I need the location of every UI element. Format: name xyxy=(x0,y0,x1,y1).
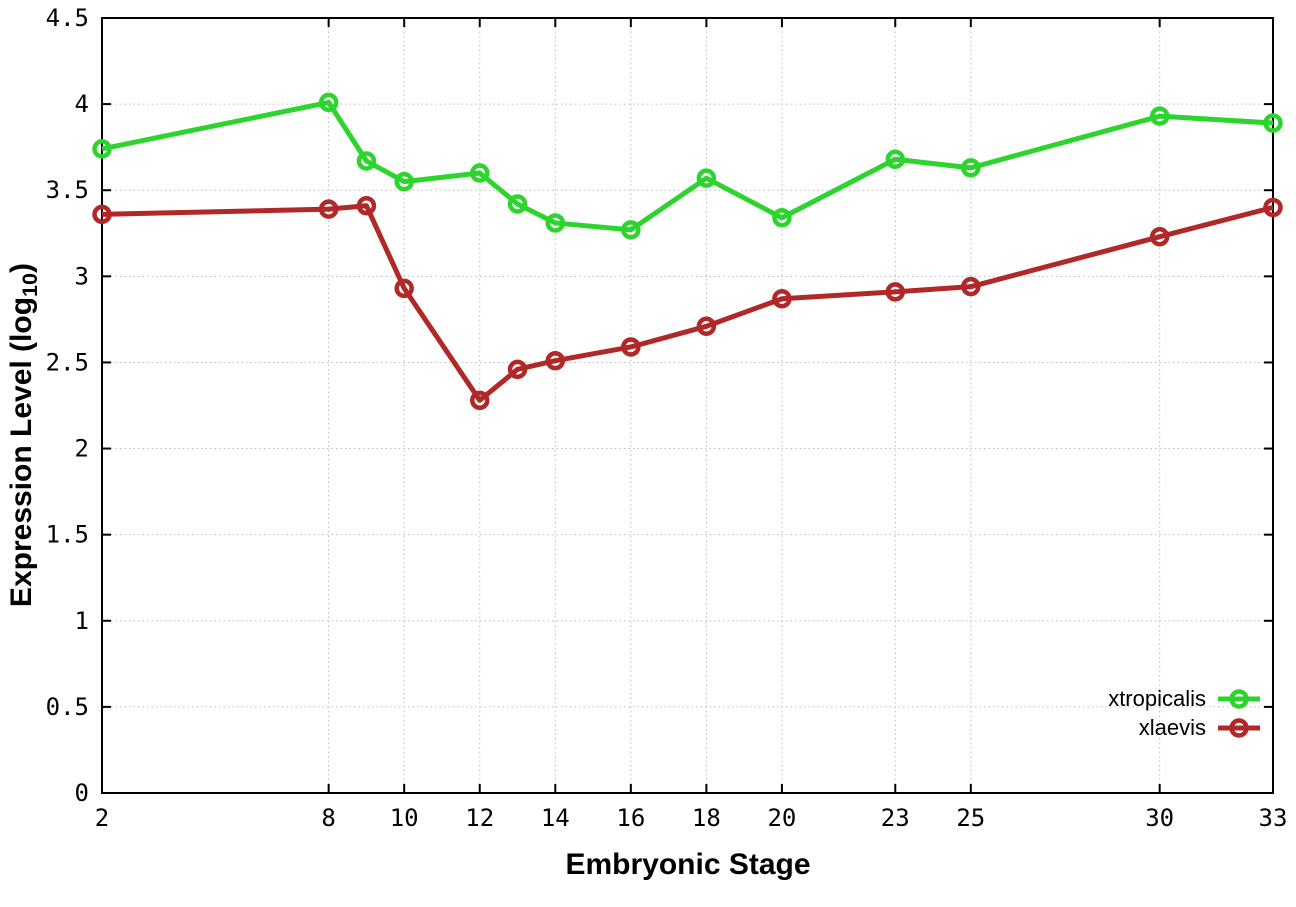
legend-marker-xlaevis xyxy=(1218,718,1260,738)
legend-label-xlaevis: xlaevis xyxy=(1138,715,1206,740)
x-tick-label-14: 14 xyxy=(541,804,570,832)
series-line-xlaevis xyxy=(101,203,1274,403)
y-tick-label-1: 1 xyxy=(75,607,89,635)
x-tick-label-30: 30 xyxy=(1145,804,1174,832)
data-point-xlaevis-stage-16 xyxy=(621,337,641,357)
data-point-xtropicalis-stage-10 xyxy=(394,171,414,192)
data-point-xtropicalis-stage-33 xyxy=(1263,113,1283,133)
y-tick-label-4.5: 4.5 xyxy=(46,4,89,32)
data-point-xtropicalis-stage-2 xyxy=(92,139,112,159)
y-tick-label-4: 4 xyxy=(75,90,89,118)
x-tick-label-33: 33 xyxy=(1259,804,1288,832)
y-tick-label-0: 0 xyxy=(75,779,89,807)
data-point-xlaevis-stage-13 xyxy=(507,359,528,380)
data-point-xlaevis-stage-2 xyxy=(92,204,112,225)
data-point-xlaevis-stage-25 xyxy=(961,276,981,297)
data-point-xtropicalis-stage-25 xyxy=(961,158,981,178)
data-point-xlaevis-stage-30 xyxy=(1149,226,1170,247)
data-point-xlaevis-stage-10 xyxy=(394,278,414,299)
data-point-xlaevis-stage-33 xyxy=(1263,197,1283,218)
y-tick-label-0.5: 0.5 xyxy=(46,693,89,721)
x-tick-label-12: 12 xyxy=(465,804,494,832)
y-tick-label-3: 3 xyxy=(75,262,89,290)
plot-border xyxy=(101,17,1274,794)
data-point-xtropicalis-stage-23 xyxy=(885,149,906,169)
x-tick-label-20: 20 xyxy=(767,804,796,832)
data-point-xtropicalis-stage-12 xyxy=(469,163,490,183)
data-point-xlaevis-stage-14 xyxy=(545,350,566,371)
y-tick-label-2: 2 xyxy=(75,435,89,463)
legend-item-xlaevis: xlaevis xyxy=(1139,715,1262,741)
data-point-xlaevis-stage-18 xyxy=(696,316,717,337)
y-axis-title-suffix: ) xyxy=(5,262,38,273)
x-tick-label-10: 10 xyxy=(390,804,419,832)
data-point-xlaevis-stage-23 xyxy=(885,282,906,302)
y-tick-label-2.5: 2.5 xyxy=(46,348,89,376)
data-point-xlaevis-stage-12 xyxy=(469,390,490,411)
data-point-xlaevis-stage-8 xyxy=(318,199,339,219)
data-point-xtropicalis-stage-14 xyxy=(545,213,566,233)
x-tick-label-8: 8 xyxy=(321,804,335,832)
y-axis-title-text: Expression Level (log xyxy=(5,296,38,608)
data-point-xtropicalis-stage-8 xyxy=(318,92,339,113)
y-axis-title-subscript: 10 xyxy=(17,272,43,297)
x-tick-label-18: 18 xyxy=(692,804,721,832)
y-tick-label-3.5: 3.5 xyxy=(46,176,89,204)
x-tick-label-2: 2 xyxy=(95,804,109,832)
data-point-xtropicalis-stage-18 xyxy=(696,168,717,188)
legend-item-xtropicalis: xtropicalis xyxy=(1108,686,1262,712)
data-point-xtropicalis-stage-13 xyxy=(507,194,528,214)
data-point-xtropicalis-stage-30 xyxy=(1149,106,1170,126)
legend: xtropicalis xlaevis xyxy=(1108,686,1262,741)
data-point-xtropicalis-stage-16 xyxy=(621,220,641,240)
x-axis-title: Embryonic Stage xyxy=(565,848,811,881)
x-tick-label-23: 23 xyxy=(881,804,910,832)
legend-marker-xtropicalis xyxy=(1218,689,1260,709)
y-tick-label-1.5: 1.5 xyxy=(46,521,89,549)
legend-label-xtropicalis: xtropicalis xyxy=(1108,686,1206,711)
data-point-xtropicalis-stage-20 xyxy=(772,208,792,228)
data-point-xtropicalis-stage-9 xyxy=(356,151,377,171)
x-tick-label-25: 25 xyxy=(956,804,985,832)
x-tick-label-16: 16 xyxy=(616,804,645,832)
data-point-xlaevis-stage-9 xyxy=(356,195,377,216)
data-point-xlaevis-stage-20 xyxy=(772,288,792,309)
